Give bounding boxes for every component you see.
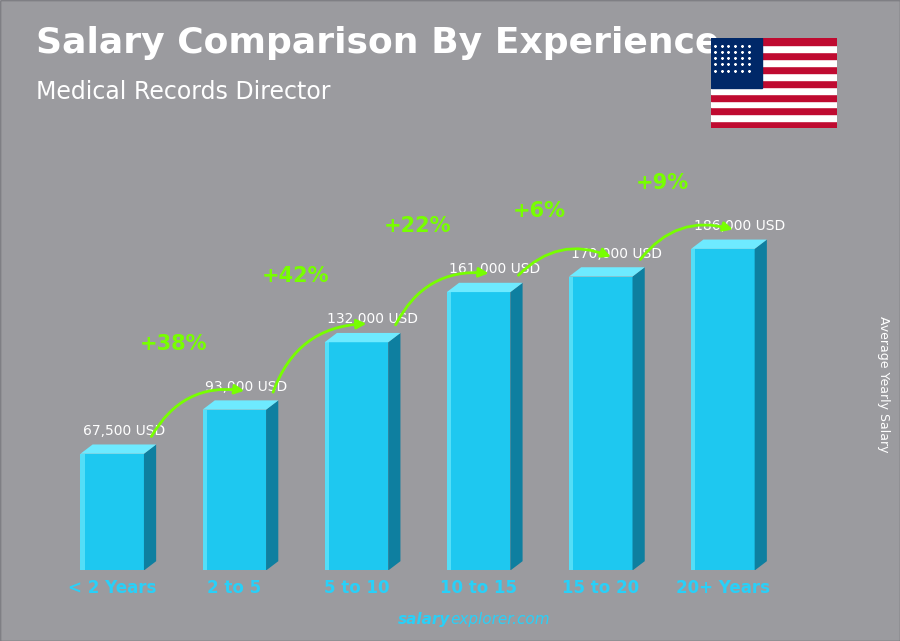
Text: 67,500 USD: 67,500 USD [83, 424, 165, 438]
Bar [711, 59, 837, 66]
Text: +38%: +38% [140, 334, 207, 354]
Text: +6%: +6% [513, 201, 566, 221]
Bar [711, 79, 837, 87]
Polygon shape [569, 276, 573, 570]
Polygon shape [569, 267, 644, 276]
Polygon shape [447, 292, 510, 570]
Bar [711, 52, 837, 59]
Text: +9%: +9% [635, 173, 688, 193]
Polygon shape [691, 249, 696, 570]
Text: explorer.com: explorer.com [450, 612, 550, 627]
Polygon shape [569, 276, 633, 570]
Bar [711, 45, 837, 53]
Text: 93,000 USD: 93,000 USD [205, 379, 287, 394]
Bar [711, 72, 837, 80]
Bar [711, 38, 837, 46]
Polygon shape [510, 283, 523, 570]
Text: +22%: +22% [383, 216, 451, 237]
Text: 170,000 USD: 170,000 USD [572, 247, 662, 260]
Text: 161,000 USD: 161,000 USD [449, 262, 541, 276]
Text: 186,000 USD: 186,000 USD [694, 219, 785, 233]
Polygon shape [325, 333, 400, 342]
Text: +42%: +42% [262, 267, 329, 287]
Text: Average Yearly Salary: Average Yearly Salary [878, 317, 890, 453]
Bar [711, 93, 837, 101]
Polygon shape [80, 454, 144, 570]
Text: Salary Comparison By Experience: Salary Comparison By Experience [36, 26, 719, 60]
Text: Medical Records Director: Medical Records Director [36, 80, 330, 104]
Polygon shape [447, 283, 523, 292]
Text: salary: salary [398, 612, 450, 627]
Bar [711, 114, 837, 121]
Polygon shape [202, 401, 278, 410]
Polygon shape [202, 410, 207, 570]
Bar [711, 65, 837, 73]
Bar [711, 38, 762, 88]
Bar [711, 87, 837, 94]
Polygon shape [388, 333, 400, 570]
Polygon shape [691, 249, 754, 570]
Polygon shape [325, 342, 329, 570]
Polygon shape [144, 444, 157, 570]
Polygon shape [633, 267, 644, 570]
Bar [711, 107, 837, 114]
Polygon shape [691, 240, 767, 249]
Polygon shape [80, 444, 157, 454]
Bar [711, 100, 837, 108]
Polygon shape [754, 240, 767, 570]
Polygon shape [266, 401, 278, 570]
Text: 132,000 USD: 132,000 USD [328, 312, 418, 326]
Polygon shape [202, 410, 266, 570]
Polygon shape [325, 342, 388, 570]
Bar [711, 121, 837, 128]
Polygon shape [447, 292, 451, 570]
Polygon shape [80, 454, 85, 570]
